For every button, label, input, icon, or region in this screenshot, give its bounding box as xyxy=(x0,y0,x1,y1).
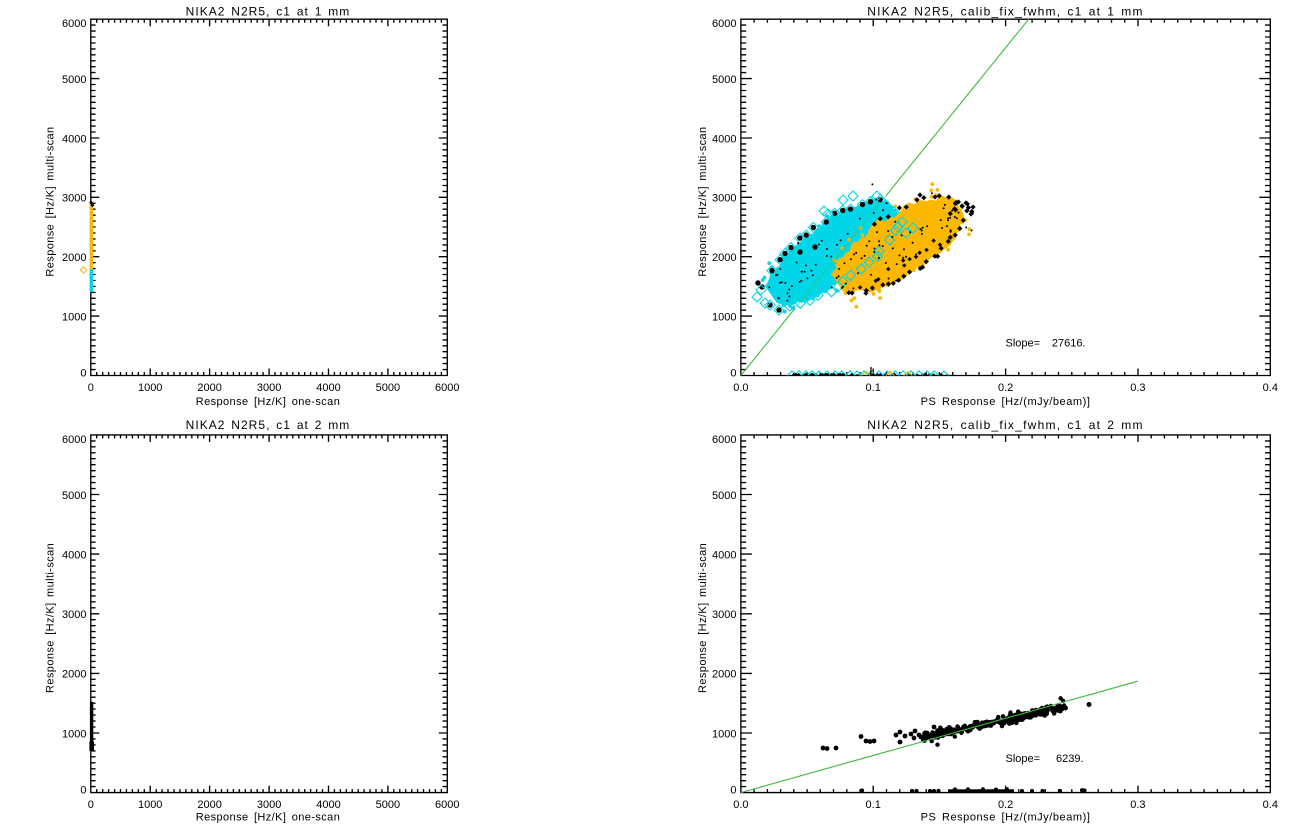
svg-text:Response [Hz/K] one-scan: Response [Hz/K] one-scan xyxy=(196,396,340,408)
svg-text:1000: 1000 xyxy=(138,799,162,811)
svg-text:0.0: 0.0 xyxy=(733,799,748,811)
svg-text:0.3: 0.3 xyxy=(1130,382,1145,394)
svg-text:6000: 6000 xyxy=(712,434,736,446)
svg-text:NIKA2 N2R5, calib_fix_fwhm, c1: NIKA2 N2R5, calib_fix_fwhm, c1 at 1 mm xyxy=(867,5,1144,19)
svg-text:5000: 5000 xyxy=(712,490,736,502)
svg-text:3000: 3000 xyxy=(257,799,281,811)
svg-text:2000: 2000 xyxy=(62,669,86,681)
svg-text:0.1: 0.1 xyxy=(866,799,881,811)
svg-text:0: 0 xyxy=(80,785,86,797)
svg-text:0: 0 xyxy=(88,382,94,394)
svg-text:0: 0 xyxy=(88,799,94,811)
svg-text:Response [Hz/K] multi-scan: Response [Hz/K] multi-scan xyxy=(697,543,709,693)
svg-text:1000: 1000 xyxy=(62,311,86,323)
svg-text:0.2: 0.2 xyxy=(998,382,1013,394)
svg-text:NIKA2 N2R5, calib_fix_fwhm, c1: NIKA2 N2R5, calib_fix_fwhm, c1 at 2 mm xyxy=(867,418,1144,432)
svg-text:6000: 6000 xyxy=(435,799,459,811)
svg-text:5000: 5000 xyxy=(62,74,86,86)
svg-text:4000: 4000 xyxy=(316,799,340,811)
svg-text:0: 0 xyxy=(730,367,736,379)
svg-text:0.1: 0.1 xyxy=(866,382,881,394)
svg-text:4000: 4000 xyxy=(62,549,86,561)
svg-text:Response [Hz/K] one-scan: Response [Hz/K] one-scan xyxy=(196,812,340,824)
svg-text:2000: 2000 xyxy=(197,799,221,811)
svg-text:1000: 1000 xyxy=(712,311,736,323)
svg-text:2000: 2000 xyxy=(712,669,736,681)
svg-text:4000: 4000 xyxy=(712,549,736,561)
svg-text:Response [Hz/K] multi-scan: Response [Hz/K] multi-scan xyxy=(45,126,57,276)
svg-text:Response [Hz/K] multi-scan: Response [Hz/K] multi-scan xyxy=(45,543,57,693)
svg-text:NIKA2 N2R5, c1 at 1 mm: NIKA2 N2R5, c1 at 1 mm xyxy=(186,5,351,19)
svg-text:0.2: 0.2 xyxy=(998,799,1013,811)
svg-text:3000: 3000 xyxy=(62,609,86,621)
svg-text:PS Response [Hz/(mJy/beam)]: PS Response [Hz/(mJy/beam)] xyxy=(921,396,1091,408)
svg-text:3000: 3000 xyxy=(62,193,86,205)
svg-text:0.4: 0.4 xyxy=(1263,382,1278,394)
svg-text:0.3: 0.3 xyxy=(1130,799,1145,811)
svg-text:NIKA2 N2R5, c1 at 2 mm: NIKA2 N2R5, c1 at 2 mm xyxy=(186,418,351,432)
svg-text:6000: 6000 xyxy=(62,18,86,30)
svg-text:2000: 2000 xyxy=(712,252,736,264)
svg-text:5000: 5000 xyxy=(62,490,86,502)
svg-text:6239.: 6239. xyxy=(1056,753,1084,765)
svg-text:Slope=: Slope= xyxy=(1006,338,1041,350)
svg-text:5000: 5000 xyxy=(376,799,400,811)
svg-text:3000: 3000 xyxy=(712,609,736,621)
svg-text:6000: 6000 xyxy=(435,382,459,394)
svg-text:1000: 1000 xyxy=(138,382,162,394)
svg-text:Slope=: Slope= xyxy=(1006,753,1041,765)
svg-text:4000: 4000 xyxy=(62,133,86,145)
svg-text:27616.: 27616. xyxy=(1052,338,1086,350)
svg-text:6000: 6000 xyxy=(62,434,86,446)
svg-text:0: 0 xyxy=(730,785,736,797)
svg-text:Response [Hz/K] multi-scan: Response [Hz/K] multi-scan xyxy=(697,126,709,276)
svg-text:0: 0 xyxy=(80,367,86,379)
svg-text:0.0: 0.0 xyxy=(733,382,748,394)
svg-text:3000: 3000 xyxy=(257,382,281,394)
svg-text:4000: 4000 xyxy=(712,133,736,145)
svg-text:1000: 1000 xyxy=(62,728,86,740)
svg-text:5000: 5000 xyxy=(712,74,736,86)
svg-text:3000: 3000 xyxy=(712,193,736,205)
svg-text:0.4: 0.4 xyxy=(1263,799,1278,811)
svg-text:2000: 2000 xyxy=(62,252,86,264)
svg-text:2000: 2000 xyxy=(197,382,221,394)
svg-text:6000: 6000 xyxy=(712,18,736,30)
svg-text:5000: 5000 xyxy=(376,382,400,394)
svg-text:4000: 4000 xyxy=(316,382,340,394)
svg-text:1000: 1000 xyxy=(712,728,736,740)
svg-text:PS Response [Hz/(mJy/beam)]: PS Response [Hz/(mJy/beam)] xyxy=(921,812,1091,824)
